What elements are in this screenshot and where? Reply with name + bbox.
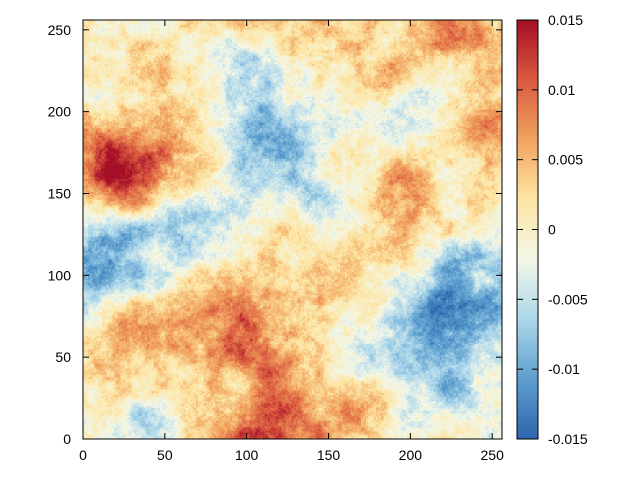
x-tick-label: 250 bbox=[481, 447, 505, 463]
colorbar-tick-label: -0.015 bbox=[548, 431, 588, 447]
colorbar-tick-label: -0.005 bbox=[548, 291, 588, 307]
x-tick-label: 0 bbox=[79, 447, 87, 463]
colorbar: 0.015 0.01 0.005 0 -0.005 -0.01 -0.015 bbox=[516, 12, 588, 447]
x-tick-label: 150 bbox=[317, 447, 341, 463]
colorbar-tick-label: 0.015 bbox=[548, 12, 583, 28]
plot-frame bbox=[82, 19, 503, 440]
x-axis: 0 50 100 150 200 250 bbox=[79, 20, 504, 463]
colorbar-gradient bbox=[517, 20, 538, 439]
colorbar-tick-label: -0.01 bbox=[548, 361, 580, 377]
y-tick-label: 150 bbox=[48, 185, 72, 201]
heatmap-image bbox=[83, 20, 502, 439]
y-tick-label: 200 bbox=[48, 104, 72, 120]
x-tick-label: 200 bbox=[399, 447, 423, 463]
colorbar-ticks: 0.015 0.01 0.005 0 -0.005 -0.01 -0.015 bbox=[517, 12, 588, 447]
y-tick-label: 100 bbox=[48, 267, 72, 283]
x-tick-label: 50 bbox=[157, 447, 173, 463]
y-tick-label: 50 bbox=[55, 349, 71, 365]
plot-area bbox=[82, 19, 503, 440]
colorbar-tick-label: 0.005 bbox=[548, 152, 583, 168]
y-tick-label: 250 bbox=[48, 22, 72, 38]
colorbar-tick-label: 0.01 bbox=[548, 82, 575, 98]
y-axis: 0 50 100 150 200 250 bbox=[48, 22, 502, 447]
y-tick-label: 0 bbox=[63, 431, 71, 447]
colorbar-tick-label: 0 bbox=[548, 222, 556, 238]
x-tick-label: 100 bbox=[235, 447, 259, 463]
